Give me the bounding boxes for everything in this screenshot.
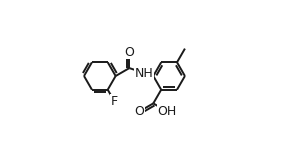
Text: OH: OH [157, 105, 177, 118]
Text: O: O [124, 46, 134, 59]
Text: O: O [135, 105, 145, 118]
Text: NH: NH [135, 67, 154, 79]
Text: F: F [111, 95, 118, 108]
